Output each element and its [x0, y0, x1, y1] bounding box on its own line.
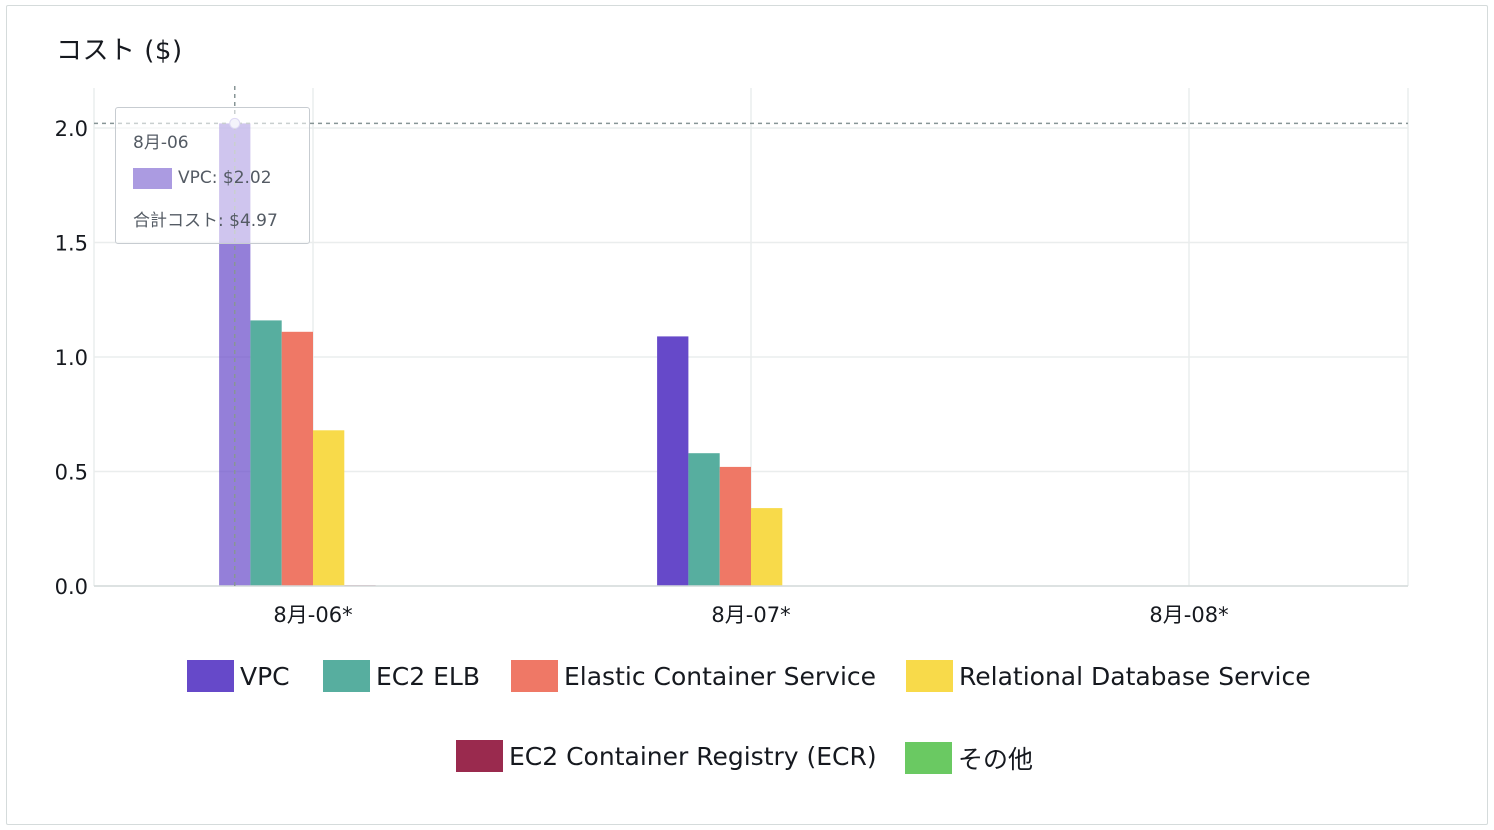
bar-vpc-1 [657, 336, 689, 586]
legend-label: EC2 ELB [376, 661, 480, 691]
legend-item[interactable]: VPC [187, 660, 290, 692]
tooltip-swatch [133, 168, 172, 189]
x-tick-label: 8月-06* [273, 603, 352, 627]
y-tick-label: 1.5 [55, 232, 88, 256]
legend-swatch [187, 660, 234, 692]
legend-item[interactable]: その他 [905, 740, 1033, 776]
legend-label: EC2 Container Registry (ECR) [509, 741, 877, 771]
legend-item[interactable]: EC2 ELB [323, 660, 480, 692]
y-tick-label: 2.0 [55, 117, 88, 141]
legend-label: VPC [240, 661, 290, 691]
legend-swatch [906, 660, 953, 692]
legend-swatch [456, 740, 503, 772]
legend-item[interactable]: EC2 Container Registry (ECR) [456, 740, 877, 772]
tooltip-value: VPC: $2.02 [178, 168, 272, 188]
legend-label: Elastic Container Service [564, 661, 877, 691]
legend-swatch [905, 742, 952, 774]
bar-relational-database-service-0 [313, 430, 345, 586]
x-tick-label: 8月-07* [711, 603, 790, 627]
bar-elastic-container-service-1 [719, 466, 751, 586]
y-tick-label: 1.0 [55, 346, 88, 370]
tooltip-date: 8月-06 [133, 133, 189, 153]
x-tick-label: 8月-08* [1149, 603, 1228, 627]
chart-tooltip: 8月-06 VPC: $2.02 合計コスト: $4.97 [115, 107, 310, 244]
bar-ec2-elb-1 [688, 453, 720, 586]
legend-item[interactable]: Elastic Container Service [511, 660, 876, 692]
y-tick-label: 0.5 [55, 461, 88, 485]
legend-label: その他 [958, 745, 1034, 774]
legend-swatch [323, 660, 370, 692]
chart-title: コスト ($) [56, 36, 183, 66]
legend-item[interactable]: Relational Database Service [906, 660, 1311, 692]
bar-elastic-container-service-0 [281, 331, 313, 586]
legend-label: Relational Database Service [959, 661, 1311, 691]
y-tick-label: 0.0 [55, 575, 88, 599]
tooltip-total: 合計コスト: $4.97 [133, 211, 278, 231]
legend-swatch [511, 660, 558, 692]
bar-ec2-elb-0 [250, 320, 282, 586]
bar-relational-database-service-1 [751, 508, 783, 586]
